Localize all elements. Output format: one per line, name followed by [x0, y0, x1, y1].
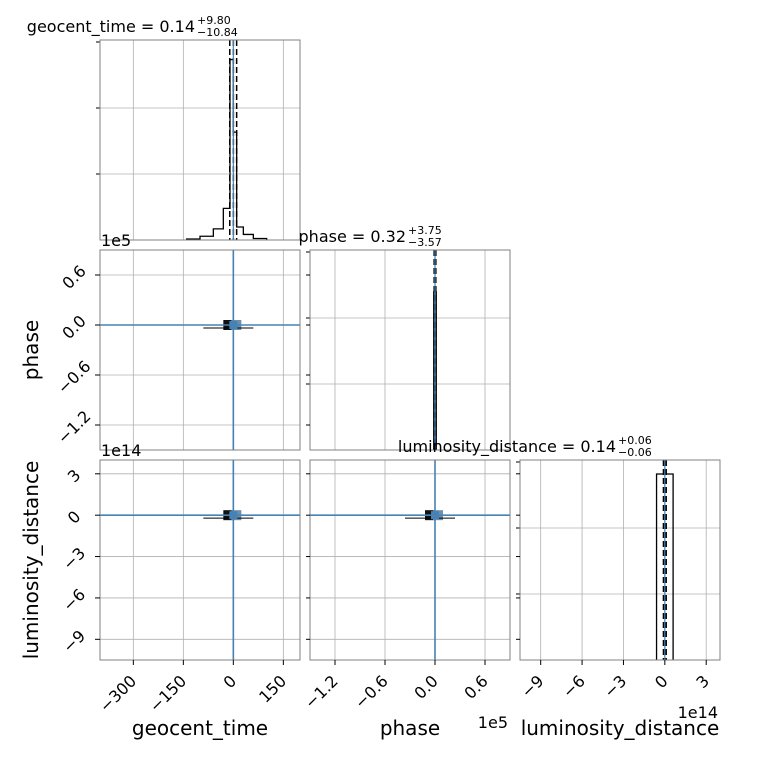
- x-offset-luminosity_distance: 1e14: [678, 703, 718, 722]
- x-tick-label: 0.0: [410, 671, 441, 702]
- y-tick-label: −0.6: [54, 357, 95, 398]
- y-offset-luminosity_distance: 1e14: [101, 441, 141, 460]
- histogram-geocent_time: [186, 58, 268, 240]
- y-tick-label: 0: [64, 507, 85, 528]
- panel-border: [99, 39, 301, 241]
- title-plus: +0.06: [618, 434, 652, 447]
- title-plus: +3.75: [408, 224, 442, 237]
- title-minus: −10.84: [197, 26, 238, 39]
- x-tick-label: 0: [651, 671, 672, 692]
- y-axis-label-luminosity_distance: luminosity_distance: [19, 461, 43, 660]
- title-text-geocent_time: geocent_time = 0.14: [27, 17, 195, 37]
- panel-luminosity_distance-phase: [309, 459, 511, 661]
- panel-border: [99, 459, 301, 661]
- truth-marker: [229, 511, 238, 520]
- y-axis-label-phase: phase: [19, 320, 43, 380]
- title-text-luminosity_distance: luminosity_distance = 0.14: [398, 437, 616, 457]
- x-tick-label: 0.6: [460, 671, 491, 702]
- x-tick-label: 150: [255, 671, 290, 706]
- x-axis-label-phase: phase: [380, 716, 440, 740]
- y-tick-label: −9: [59, 626, 89, 656]
- x-tick-label: 0: [220, 671, 241, 692]
- title-name: geocent_time: [27, 17, 136, 37]
- title-minus: −3.57: [408, 236, 442, 249]
- y-tick-label: −6: [59, 585, 89, 615]
- x-tick-label: −3: [600, 671, 630, 701]
- title-median: 0.14: [580, 437, 616, 456]
- x-tick-label: 3: [692, 671, 713, 692]
- x-tick-label: −300: [96, 671, 141, 716]
- title-phase: phase = 0.32 +3.75−3.57: [299, 224, 442, 249]
- y-tick-label: 0.6: [58, 261, 89, 292]
- title-name: phase: [299, 227, 347, 246]
- truth-marker: [229, 321, 238, 329]
- panel-luminosity_distance-geocent_time: [99, 459, 301, 661]
- y-tick-label: 0.0: [58, 311, 89, 342]
- title-luminosity_distance: luminosity_distance = 0.14 +0.06−0.06: [398, 434, 652, 459]
- y-tick-label: 3: [64, 466, 85, 487]
- title-equals: =: [557, 437, 581, 456]
- title-plus: +9.80: [197, 14, 231, 27]
- x-axis-label-luminosity_distance: luminosity_distance: [521, 716, 720, 740]
- x-tick-label: −1.2: [301, 671, 342, 712]
- panel-phase-phase: [306, 249, 511, 451]
- x-tick-label: −0.6: [351, 671, 392, 712]
- title-geocent_time: geocent_time = 0.14 +9.80−10.84: [27, 14, 238, 39]
- y-tick-label: −1.2: [54, 407, 95, 448]
- truth-marker: [431, 511, 439, 520]
- title-minus: −0.06: [618, 446, 652, 459]
- x-tick-label: −150: [146, 671, 191, 716]
- title-equals: =: [136, 17, 160, 36]
- x-axis-label-geocent_time: geocent_time: [132, 716, 268, 740]
- panel-geocent_time-geocent_time: [96, 39, 301, 241]
- title-median: 0.14: [159, 17, 195, 36]
- x-tick-label: −9: [517, 671, 547, 701]
- panel-phase-geocent_time: [99, 249, 301, 451]
- panel-luminosity_distance-luminosity_distance: [516, 459, 721, 661]
- panel-border: [309, 459, 511, 661]
- y-tick-label: −3: [59, 544, 89, 574]
- x-offset-phase: 1e5: [478, 713, 508, 732]
- x-tick-label: −6: [559, 671, 589, 701]
- title-name: luminosity_distance: [398, 437, 557, 457]
- title-text-phase: phase = 0.32: [299, 227, 406, 246]
- panel-border: [519, 459, 721, 661]
- panel-border: [99, 249, 301, 451]
- panel-border: [309, 249, 511, 451]
- title-equals: =: [347, 227, 371, 246]
- title-median: 0.32: [370, 227, 406, 246]
- y-offset-phase: 1e5: [101, 231, 131, 250]
